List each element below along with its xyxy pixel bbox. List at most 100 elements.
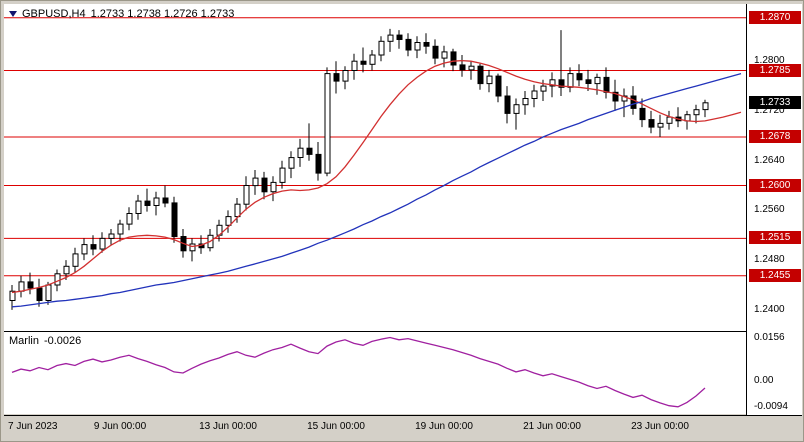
candlestick [396,34,403,41]
level-price-label: 1.2870 [749,10,801,24]
candlestick [288,157,295,169]
candlestick [99,237,106,250]
indicator-axis-tick-label: -0.0094 [754,400,788,412]
indicator-info: Marlin -0.0026 [9,335,81,347]
price-axis-tick-label: 1.2560 [754,204,785,216]
time-axis-label: 7 Jun 2023 [8,421,58,432]
symbol-timeframe-label: GBPUSD,H4 [22,8,86,20]
candlestick [684,114,691,122]
price-scale[interactable]: 1.2800 1.2720 1.2640 1.2560 1.2480 1.2400 0.01… [746,4,802,415]
candlestick [315,153,322,174]
time-axis-label: 21 Jun 00:00 [523,421,581,432]
candlestick [144,200,151,207]
candlestick [432,45,439,59]
candlestick [360,60,367,65]
candlestick [603,76,610,93]
candlestick [117,223,124,235]
candlestick [522,98,529,106]
panel-separator[interactable] [4,331,802,332]
candlestick [54,273,61,286]
price-axis-tick-label: 1.2720 [754,104,785,116]
candlestick [297,147,304,158]
candlestick [324,73,331,174]
candlestick [81,244,88,255]
time-axis-label: 15 Jun 00:00 [307,421,365,432]
price-axis-tick-label: 1.2480 [754,254,785,266]
candlestick [378,40,385,56]
indicator-value-label: -0.0026 [43,335,82,347]
candlestick [243,185,250,205]
indicator-axis-tick-label: 0.00 [754,374,774,386]
candlestick [540,85,547,92]
candlestick [135,200,142,215]
symbol-info: GBPUSD,H4 1.2733 1.2738 1.2726 1.2733 [9,8,234,20]
candlestick [621,95,628,102]
level-price-label: 1.2515 [749,231,801,245]
price-axis-tick-label: 1.2800 [754,55,785,67]
level-price-label: 1.2678 [749,130,801,144]
candlestick [531,90,538,99]
candlestick [63,265,70,275]
candlestick [18,281,25,292]
ma-slow-line [11,72,742,308]
candlestick [612,91,619,102]
ohlc-label: 1.2733 1.2738 1.2726 1.2733 [90,8,235,20]
candlestick [666,116,673,124]
candlestick [639,107,646,121]
price-axis-tick-label: 1.2400 [754,303,785,315]
time-scale[interactable]: 7 Jun 2023 9 Jun 00:00 13 Jun 00:00 15 Jun … [4,416,802,441]
indicator-canvas[interactable] [4,332,746,414]
price-axis-tick-label: 1.2640 [754,154,785,166]
candlestick [648,119,655,128]
candlestick [261,177,268,193]
candlestick [171,202,178,237]
ma-fast-line [11,59,742,294]
time-axis-label: 23 Jun 00:00 [631,421,689,432]
indicator-line [11,336,706,408]
candlestick [513,104,520,114]
candlestick [9,290,16,302]
indicator-axis-tick-label: 0.0156 [754,331,785,343]
candlestick [657,122,664,128]
price-chart-panel [4,4,746,331]
candlestick [162,197,169,204]
candlestick [495,75,502,97]
current-price-label: 1.2733 [749,95,801,109]
candlestick [387,34,394,42]
candlestick [90,244,97,250]
candlestick [567,73,574,88]
candlestick [702,102,709,111]
candlestick [153,197,160,206]
candlestick [468,65,475,71]
candlestick [549,79,556,87]
candlestick [234,203,241,218]
candlestick [36,287,43,302]
candlestick [45,284,52,301]
candlestick [279,167,286,183]
level-price-label: 1.2455 [749,268,801,282]
candlestick [423,42,430,47]
time-axis-label: 13 Jun 00:00 [199,421,257,432]
candlestick [72,253,79,267]
axis-separator [4,415,802,416]
candlestick [333,73,340,82]
candlestick [270,181,277,193]
candlestick [477,65,484,85]
candlestick [630,95,637,109]
candlestick [351,60,358,72]
candlestick [459,64,466,71]
candlestick [27,281,34,289]
time-axis-label: 19 Jun 00:00 [415,421,473,432]
candlestick [450,51,457,66]
candlestick [126,213,133,225]
level-price-label: 1.2600 [749,178,801,192]
symbol-dropdown-icon[interactable] [9,11,17,17]
indicator-panel [4,332,746,414]
candlestick [369,54,376,65]
price-chart-canvas[interactable] [4,4,746,331]
indicator-name-label: Marlin [9,335,39,347]
candlestick [306,147,313,155]
candlestick [486,75,493,85]
candlestick [504,95,511,114]
